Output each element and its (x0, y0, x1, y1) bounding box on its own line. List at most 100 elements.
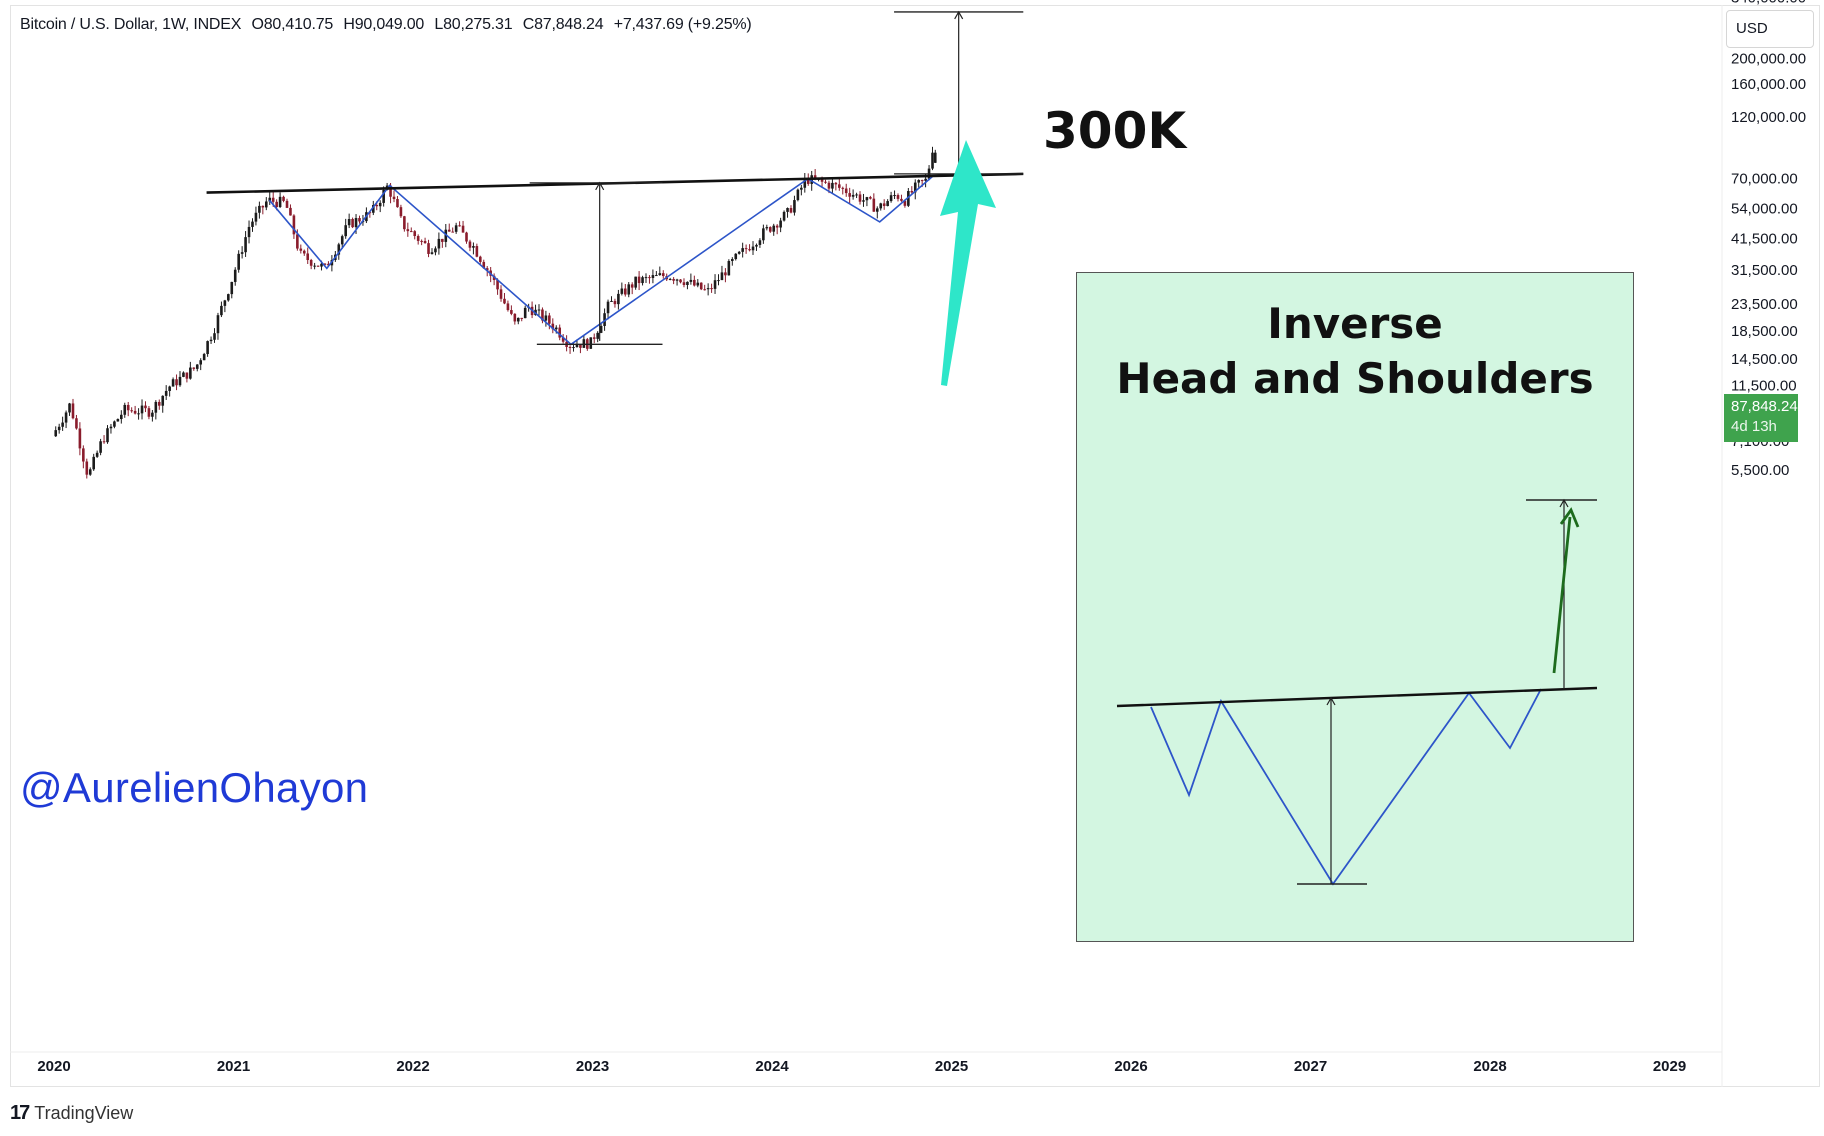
candle-body (789, 208, 793, 213)
candle-body (316, 265, 320, 267)
candle-body (302, 250, 306, 254)
candle-body (427, 243, 430, 254)
candle-body (592, 337, 596, 339)
candle-body (344, 225, 347, 237)
candle-body (306, 253, 310, 261)
candle-body (261, 205, 265, 208)
candle-body (606, 301, 610, 314)
candle-body (437, 238, 441, 249)
candle-body (389, 185, 392, 197)
candle-body (451, 231, 454, 233)
candle-body (844, 188, 848, 194)
candle-body (171, 379, 175, 387)
candle-body (175, 379, 178, 386)
candle-body (768, 227, 772, 232)
candle-body (209, 339, 213, 342)
candle-body (178, 376, 182, 386)
candle-body (675, 279, 679, 281)
candle-body (230, 281, 234, 295)
candle-body (392, 196, 396, 200)
candle-body (482, 261, 486, 269)
candle-body (917, 180, 921, 183)
candle-body (78, 428, 82, 449)
candle-body (796, 189, 800, 201)
candle-body (61, 422, 64, 427)
candle-body (834, 182, 838, 185)
candle-body (541, 309, 544, 321)
tradingview-icon: 17 (10, 1102, 30, 1124)
candle-body (240, 252, 244, 254)
candle-body (289, 207, 292, 216)
candle-body (472, 246, 475, 248)
candle-body (838, 184, 841, 188)
candle-body (651, 275, 655, 278)
candle-body (447, 229, 451, 232)
candle-body (661, 273, 665, 277)
candle-body (610, 300, 613, 302)
candle-body (154, 401, 158, 413)
candle-body (320, 263, 323, 267)
candle-body (903, 200, 907, 206)
candle-body (641, 277, 644, 284)
candle-body (68, 403, 71, 413)
inset-title: Inverse Head and Shoulders (1076, 296, 1634, 406)
candle-body (116, 419, 120, 422)
candle-body (893, 195, 896, 197)
pattern-zigzag (268, 174, 935, 346)
candle-body (748, 249, 751, 251)
x-tick-label: 2025 (935, 1058, 968, 1075)
candle-body (202, 354, 206, 361)
candle-body (327, 263, 330, 266)
y-tick-label: 23,500.00 (1731, 296, 1798, 313)
candle-body (775, 225, 779, 228)
candle-body (454, 225, 458, 232)
candle-body (896, 195, 900, 199)
tradingview-name: TradingView (34, 1103, 134, 1123)
tradingview-logo[interactable]: 17 TradingView (10, 1102, 133, 1125)
candle-body (227, 294, 230, 301)
y-tick-label: 5,500.00 (1731, 462, 1789, 479)
candle-body (879, 203, 883, 209)
candle-body (713, 280, 717, 289)
candle-body (396, 199, 399, 208)
candle-body (278, 196, 282, 208)
head-arrow-tip (595, 181, 605, 191)
last-price: 87,848.24 (1731, 398, 1798, 415)
candle-body (254, 212, 258, 222)
candle-body (479, 256, 482, 262)
candle-body (233, 269, 237, 282)
candle-body (213, 333, 216, 340)
y-tick-label: 31,500.00 (1731, 262, 1798, 279)
last-price-tag: 87,848.24 4d 13h (1724, 394, 1798, 442)
candle-body (168, 386, 171, 391)
candle-body (544, 315, 548, 321)
candle-body (268, 197, 272, 202)
candle-body (658, 273, 662, 276)
candle-body (220, 305, 223, 316)
candle-body (630, 284, 634, 288)
currency-selector[interactable]: USD (1726, 10, 1814, 48)
candle-body (803, 178, 807, 188)
x-tick-label: 2020 (37, 1058, 70, 1075)
candle-body (706, 288, 710, 290)
candle-body (855, 194, 858, 196)
candle-body (572, 347, 575, 349)
candle-body (862, 200, 865, 202)
candle-body (889, 195, 893, 202)
candle-body (782, 211, 786, 221)
candle-body (258, 205, 261, 213)
author-watermark: @AurelienOhayon (20, 764, 369, 811)
candle-body (313, 265, 316, 267)
candle-body (786, 208, 789, 212)
candle-body (851, 194, 855, 197)
candle-body (485, 268, 489, 271)
candle-body (882, 203, 886, 207)
target-label: 300K (1043, 102, 1187, 160)
candle-body (189, 367, 192, 379)
candle-body (731, 259, 734, 262)
candle-body (123, 404, 127, 415)
candle-body (465, 232, 468, 242)
change-value: +7,437.69 (+9.25%) (613, 16, 752, 33)
candle-body (813, 175, 817, 179)
